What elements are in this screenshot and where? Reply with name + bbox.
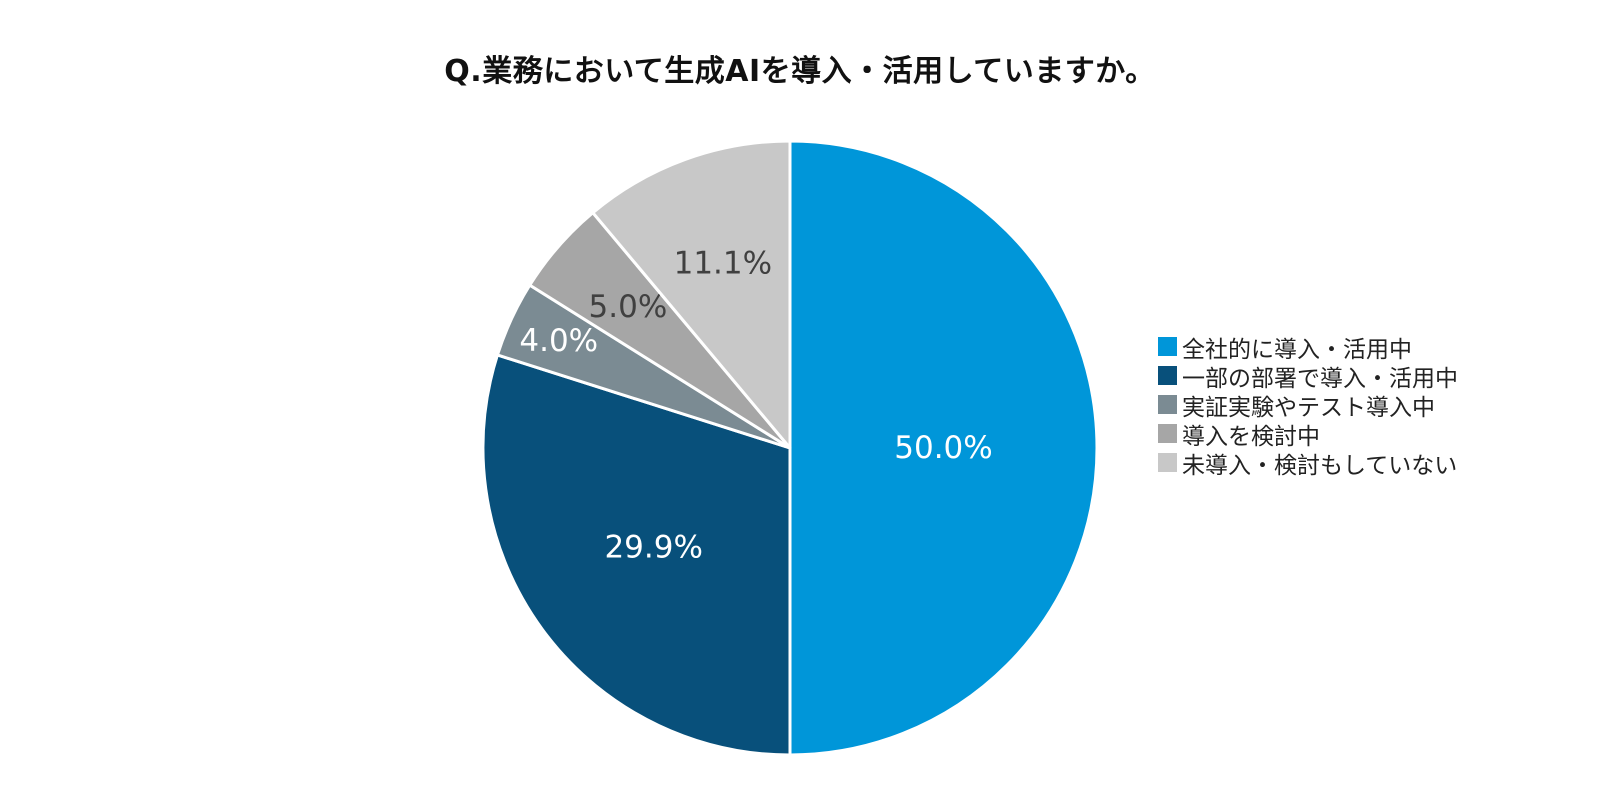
legend-item-company-wide: 全社的に導入・活用中	[1158, 332, 1458, 363]
data-label-pilot-testing: 4.0%	[519, 323, 598, 359]
legend-item-considering: 導入を検討中	[1158, 419, 1458, 450]
data-label-some-departments: 29.9%	[604, 530, 702, 566]
legend-swatch	[1158, 424, 1177, 443]
data-label-considering: 5.0%	[589, 289, 668, 325]
legend-item-pilot-testing: 実証実験やテスト導入中	[1158, 390, 1458, 421]
pie-slice-some-departments	[481, 353, 792, 757]
legend-label: 一部の部署で導入・活用中	[1182, 365, 1458, 392]
legend-label: 実証実験やテスト導入中	[1182, 394, 1435, 421]
legend-swatch	[1158, 395, 1177, 414]
legend-label: 全社的に導入・活用中	[1182, 336, 1412, 363]
legend-swatch	[1158, 453, 1177, 472]
legend: 全社的に導入・活用中 一部の部署で導入・活用中 実証実験やテスト導入中 導入を検討中未…	[1158, 332, 1458, 479]
chart-title: Q.業務において生成AIを導入・活用していますか。	[444, 54, 1156, 89]
legend-item-not-adopted: 未導入・検討もしていない	[1158, 448, 1458, 479]
legend-label: 未導入・検討もしていない	[1182, 452, 1458, 479]
data-label-not-adopted: 11.1%	[674, 245, 772, 281]
data-label-company-wide: 50.0%	[894, 430, 992, 466]
legend-item-some-departments: 一部の部署で導入・活用中	[1158, 361, 1458, 392]
pie-slice-not-adopted	[591, 139, 792, 450]
legend-swatch	[1158, 366, 1177, 385]
legend-swatch	[1158, 337, 1177, 356]
pie-slice-company-wide	[788, 139, 1099, 757]
legend-label: 導入を検討中	[1182, 423, 1320, 450]
